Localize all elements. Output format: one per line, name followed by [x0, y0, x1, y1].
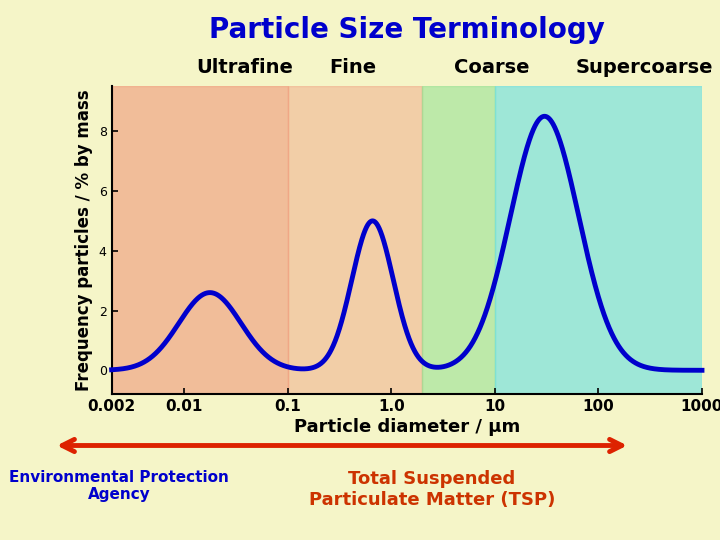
Text: Particle Size Terminology: Particle Size Terminology — [209, 16, 605, 44]
Bar — [287, 86, 423, 394]
Text: Coarse: Coarse — [454, 58, 529, 77]
Text: Total Suspended
Particulate Matter (TSP): Total Suspended Particulate Matter (TSP) — [309, 470, 555, 509]
Bar — [423, 86, 495, 394]
Text: Particle diameter / μm: Particle diameter / μm — [294, 418, 520, 436]
Text: Fine: Fine — [329, 58, 376, 77]
Y-axis label: Frequency particles / % by mass: Frequency particles / % by mass — [75, 90, 93, 391]
Bar — [495, 86, 702, 394]
Text: Ultrafine: Ultrafine — [196, 58, 293, 77]
Text: Supercoarse: Supercoarse — [575, 58, 713, 77]
Text: Environmental Protection
Agency: Environmental Protection Agency — [9, 470, 229, 502]
Bar — [112, 86, 287, 394]
